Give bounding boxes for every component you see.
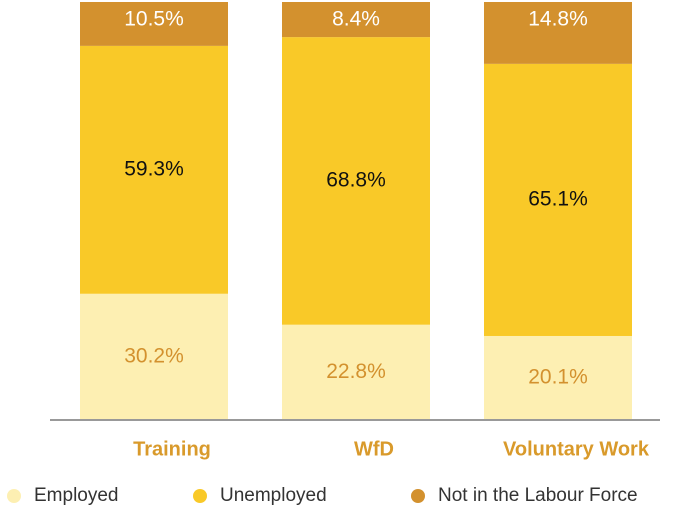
legend-label: Unemployed [220, 485, 327, 506]
data-label: 22.8% [326, 360, 386, 383]
legend-marker [193, 489, 207, 503]
data-label: 20.1% [528, 366, 588, 389]
data-label: 59.3% [124, 157, 184, 180]
bar-segment [80, 45, 228, 294]
data-label: 30.2% [124, 344, 184, 367]
legend-label: Not in the Labour Force [438, 485, 638, 506]
bar-segment [80, 293, 228, 420]
data-label: 68.8% [326, 168, 386, 191]
bar-segment [282, 37, 430, 325]
bar-segment [484, 63, 632, 336]
data-label: 65.1% [528, 187, 588, 210]
bar-segment [80, 2, 228, 46]
x-tick-label: Voluntary Work [503, 438, 650, 460]
x-tick-label: Training [133, 438, 211, 460]
data-label: 8.4% [332, 8, 380, 31]
bar-segment [282, 324, 430, 420]
bar-segment [484, 335, 632, 420]
bar-segment [282, 2, 430, 38]
bar-segment [484, 2, 632, 64]
x-tick-label: WfD [354, 438, 394, 460]
data-label: 10.5% [124, 8, 184, 31]
legend-label: Employed [34, 485, 119, 506]
legend-marker [7, 489, 21, 503]
legend-marker [411, 489, 425, 503]
data-label: 14.8% [528, 8, 588, 31]
